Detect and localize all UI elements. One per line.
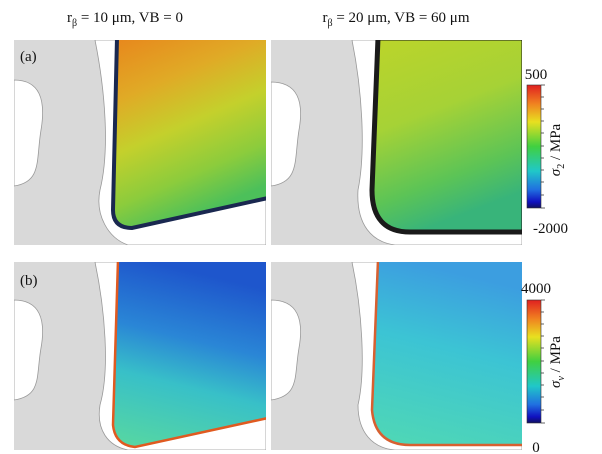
panel-label: (b) bbox=[20, 273, 38, 289]
text-part: σ bbox=[548, 168, 564, 176]
panel-label: (a) bbox=[20, 49, 37, 65]
colorbar bbox=[526, 84, 542, 209]
colorbar-ticks bbox=[541, 84, 545, 209]
text-part: / MPa bbox=[548, 123, 564, 163]
text-part: β bbox=[72, 18, 77, 29]
colorbar-label: σ2 / MPa bbox=[548, 123, 567, 176]
contour-panel bbox=[14, 40, 266, 245]
column-title: rβ = 10 μm, VB = 0 bbox=[67, 10, 183, 29]
contour-panel bbox=[271, 262, 522, 450]
text-part: v bbox=[556, 376, 567, 381]
text-part: r bbox=[67, 10, 72, 26]
colorbar-label: σv / MPa bbox=[548, 336, 567, 388]
contour-panel bbox=[271, 40, 522, 245]
colorbar-min: 0 bbox=[532, 440, 540, 454]
text-part: r bbox=[323, 10, 328, 26]
text-part: = 10 μm, VB = 0 bbox=[77, 10, 183, 26]
colorbar-ticks bbox=[541, 299, 545, 424]
text-part: / MPa bbox=[548, 336, 564, 376]
text-part: σ bbox=[548, 380, 564, 388]
colorbar-min: -2000 bbox=[533, 221, 568, 237]
text-part: = 20 μm, VB = 60 μm bbox=[333, 10, 470, 26]
text-part: 2 bbox=[556, 164, 567, 169]
colorbar-max: 4000 bbox=[521, 281, 551, 297]
colorbar-max: 500 bbox=[525, 67, 548, 83]
text-part: β bbox=[328, 18, 333, 29]
column-title: rβ = 20 μm, VB = 60 μm bbox=[323, 10, 470, 29]
colorbar bbox=[526, 299, 542, 424]
contour-panel bbox=[14, 262, 266, 450]
